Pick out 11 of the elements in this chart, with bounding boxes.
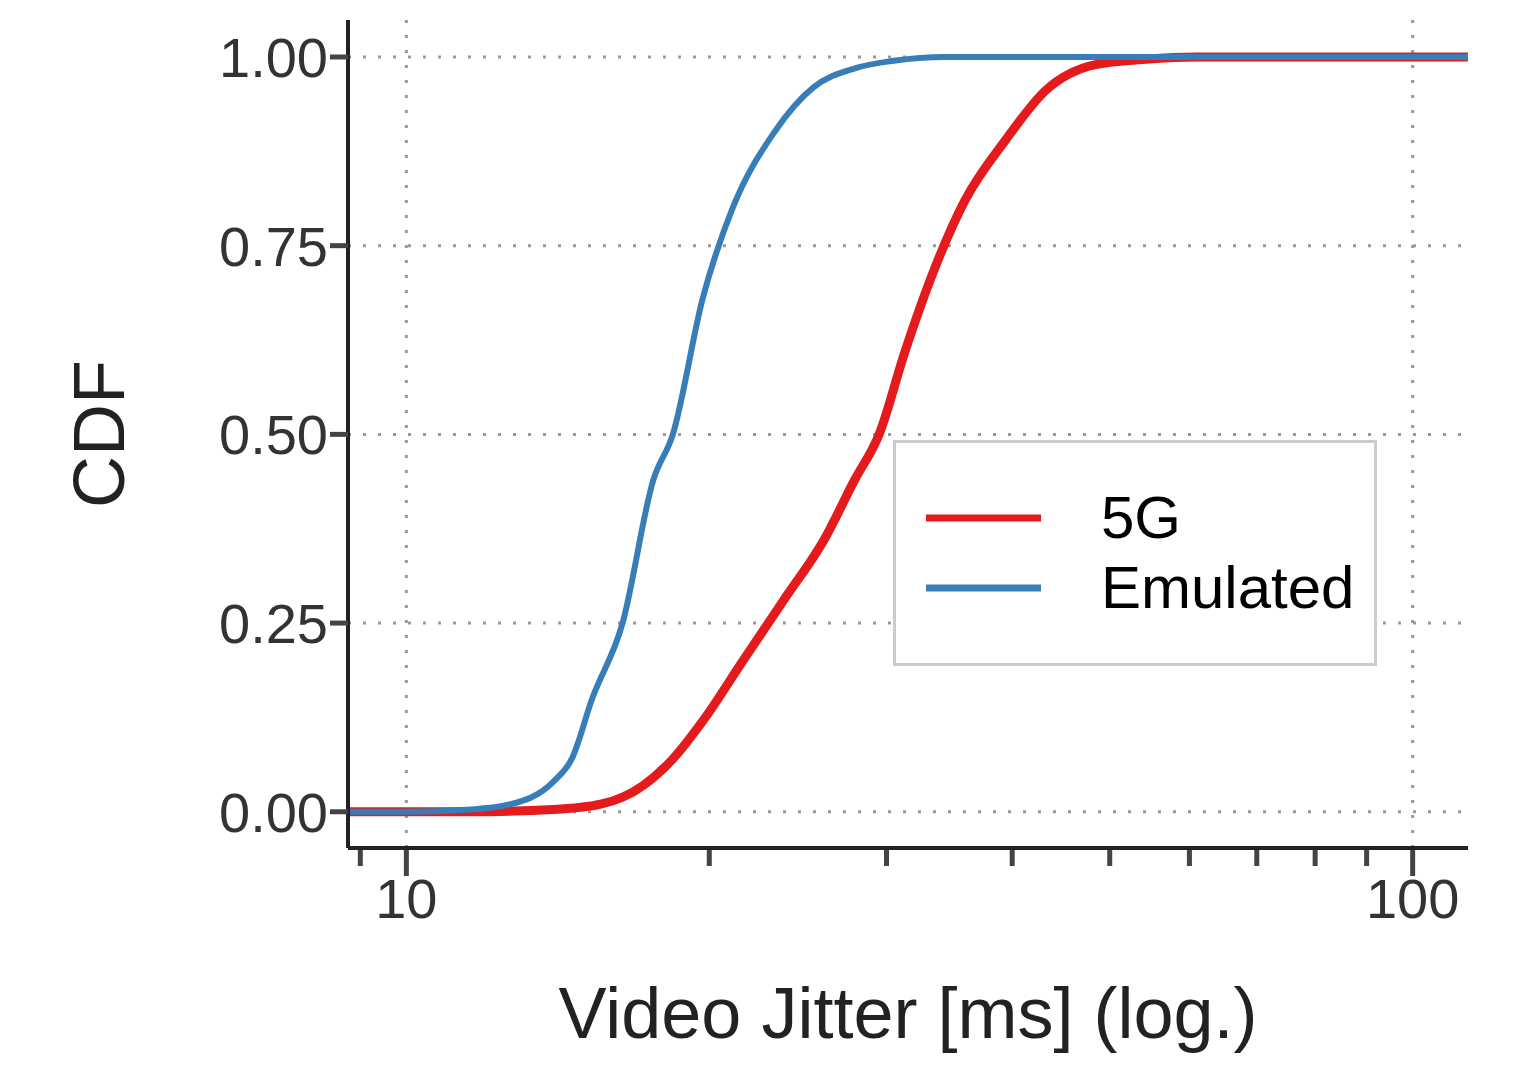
legend-label: 5G (1101, 483, 1182, 553)
x-axis-title: Video Jitter [ms] (log.) (558, 973, 1258, 1053)
y-tick-label: 0.25 (219, 591, 328, 655)
x-tick-label: 10 (375, 867, 438, 930)
x-tick-label: 100 (1365, 867, 1460, 930)
y-tick-label: 0.75 (219, 214, 328, 278)
legend-label: Emulated (1101, 553, 1355, 623)
y-tick-label: 0.50 (219, 403, 328, 467)
y-axis-title: CDF (58, 360, 139, 508)
y-tick-label: 1.00 (219, 25, 328, 89)
y-tick-label: 0.00 (219, 780, 328, 844)
